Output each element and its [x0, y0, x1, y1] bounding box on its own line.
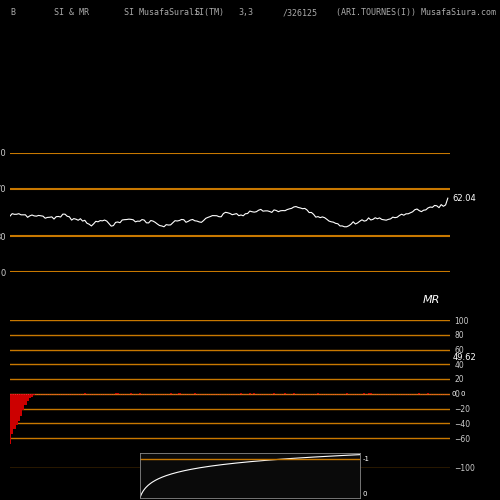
- Bar: [20, 394, 22, 416]
- Bar: [22, 394, 25, 410]
- Text: -1: -1: [362, 456, 369, 462]
- Text: 0: 0: [362, 492, 366, 498]
- Text: (ARI.TOURNES(I)) MusafaSiura.com: (ARI.TOURNES(I)) MusafaSiura.com: [336, 8, 496, 17]
- Bar: [33, 394, 35, 395]
- Bar: [14, 394, 16, 429]
- Text: /326125: /326125: [283, 8, 318, 17]
- Text: SI(TM): SI(TM): [195, 8, 225, 17]
- Text: MR: MR: [422, 295, 440, 305]
- Bar: [26, 394, 28, 401]
- Text: 0  0: 0 0: [452, 391, 466, 397]
- Bar: [28, 394, 31, 398]
- Text: 49.62: 49.62: [452, 352, 476, 362]
- Bar: [16, 394, 18, 424]
- Text: SI & MR: SI & MR: [54, 8, 89, 17]
- Text: 3,3: 3,3: [239, 8, 254, 17]
- Bar: [24, 394, 26, 405]
- Bar: [18, 394, 20, 421]
- Bar: [368, 393, 370, 394]
- Bar: [11, 394, 14, 434]
- Bar: [31, 394, 33, 396]
- Text: B: B: [10, 8, 15, 17]
- Bar: [292, 393, 295, 394]
- Bar: [9, 394, 11, 444]
- Text: 62.04: 62.04: [452, 194, 476, 202]
- Text: SI MusafaSurali: SI MusafaSurali: [124, 8, 200, 17]
